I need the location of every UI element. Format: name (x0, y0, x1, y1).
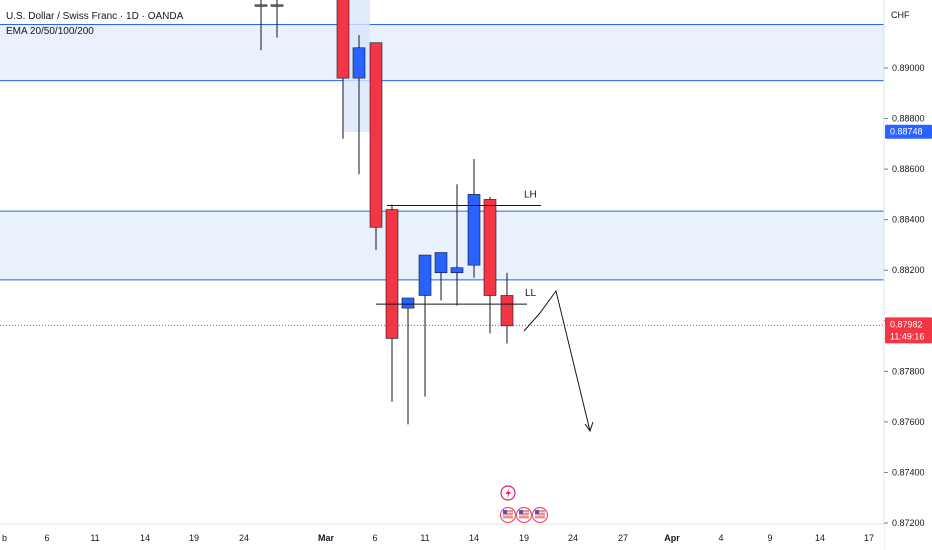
time-tick-label[interactable]: 9 (767, 533, 772, 543)
price-tick-label[interactable]: 0.88800 (892, 114, 925, 124)
ll-label[interactable]: LL (525, 288, 537, 299)
time-tick-label[interactable]: 6 (372, 533, 377, 543)
time-tick-label[interactable]: 14 (815, 533, 825, 543)
price-tick-label[interactable]: 0.88400 (892, 215, 925, 225)
event-markers (499, 485, 549, 524)
price-tick-label[interactable]: 0.87800 (892, 366, 925, 376)
time-tick-label[interactable]: 6 (44, 533, 49, 543)
zones-layer (0, 0, 884, 326)
price-tick-label[interactable]: 0.88600 (892, 164, 925, 174)
time-tick-label[interactable]: 27 (618, 533, 628, 543)
lh-label[interactable]: LH (524, 190, 537, 201)
time-tick-label[interactable]: 14 (469, 533, 479, 543)
candles-layer (254, 0, 514, 425)
bar-countdown[interactable]: 11:49:16 (890, 331, 924, 341)
indicator-label[interactable]: EMA 20/50/100/200 (6, 26, 94, 37)
drawings-layer: LH LL (376, 190, 594, 433)
projection-path[interactable] (523, 289, 591, 432)
time-tick-label[interactable]: 11 (90, 533, 99, 543)
us-flag-icon[interactable] (499, 506, 517, 524)
time-tick-label[interactable]: Apr (664, 533, 680, 543)
flag-canton (503, 510, 507, 514)
time-tick-label[interactable]: 4 (718, 533, 723, 543)
candle-body[interactable] (401, 297, 415, 309)
candle-body[interactable] (336, 0, 350, 79)
price-tick-label[interactable]: 0.87600 (892, 417, 925, 427)
time-tick-label[interactable]: 14 (140, 533, 150, 543)
flag-canton (519, 510, 523, 514)
price-tick-label[interactable]: 0.89000 (892, 63, 925, 73)
candle-body[interactable] (483, 199, 497, 296)
us-flag-icon[interactable] (531, 506, 549, 524)
candle-body[interactable] (254, 4, 268, 7)
symbol-title[interactable]: U.S. Dollar / Swiss Franc · 1D · OANDA (6, 11, 184, 22)
candle-body[interactable] (385, 209, 399, 339)
time-tick-label[interactable]: 17 (864, 533, 874, 543)
candle-body[interactable] (418, 254, 432, 296)
candle-body[interactable] (352, 47, 366, 79)
candle-body[interactable] (270, 4, 284, 7)
time-tick-label[interactable]: Mar (318, 533, 335, 543)
time-tick-label[interactable]: 24 (568, 533, 578, 543)
chart-legend[interactable]: U.S. Dollar / Swiss Franc · 1D · OANDA E… (6, 9, 183, 39)
price-axis-bg (884, 0, 932, 550)
candle-body[interactable] (500, 295, 514, 327)
time-tick-label[interactable]: 11 (420, 533, 429, 543)
time-tick-label[interactable]: 19 (189, 533, 199, 543)
zone-box[interactable] (0, 24, 884, 81)
price-tick-label[interactable]: 0.87200 (892, 518, 925, 528)
price-tick-label[interactable]: 0.88200 (892, 265, 925, 275)
price-axis[interactable]: 0.890000.888000.886000.884000.882000.880… (883, 0, 932, 550)
ema-price-label[interactable]: 0.88748 (890, 127, 923, 137)
ema-price-badge[interactable] (885, 124, 932, 139)
price-tick-label[interactable]: 0.87400 (892, 467, 925, 477)
arrow-head (584, 421, 594, 433)
last-price-badge[interactable] (885, 317, 932, 344)
candle-body[interactable] (369, 42, 383, 228)
time-tick-label[interactable]: 19 (519, 533, 529, 543)
lightning-icon[interactable] (500, 485, 516, 501)
lightning-bolt (505, 488, 511, 498)
last-price-label[interactable]: 0.87982 (890, 319, 923, 329)
flag-canton (535, 510, 539, 514)
candle-body[interactable] (434, 252, 448, 274)
candle-body[interactable] (450, 267, 464, 274)
time-tick-label[interactable]: b (2, 533, 7, 543)
time-tick-label[interactable]: 24 (239, 533, 249, 543)
currency-label[interactable]: CHF (891, 10, 910, 20)
time-axis[interactable]: b 6 11 14 19 24 Mar 6 11 14 19 24 27 Apr 4 9 14 17 (0, 523, 884, 550)
candle-body[interactable] (467, 194, 481, 266)
us-flag-icon[interactable] (515, 506, 533, 524)
time-axis-bg (0, 524, 884, 550)
